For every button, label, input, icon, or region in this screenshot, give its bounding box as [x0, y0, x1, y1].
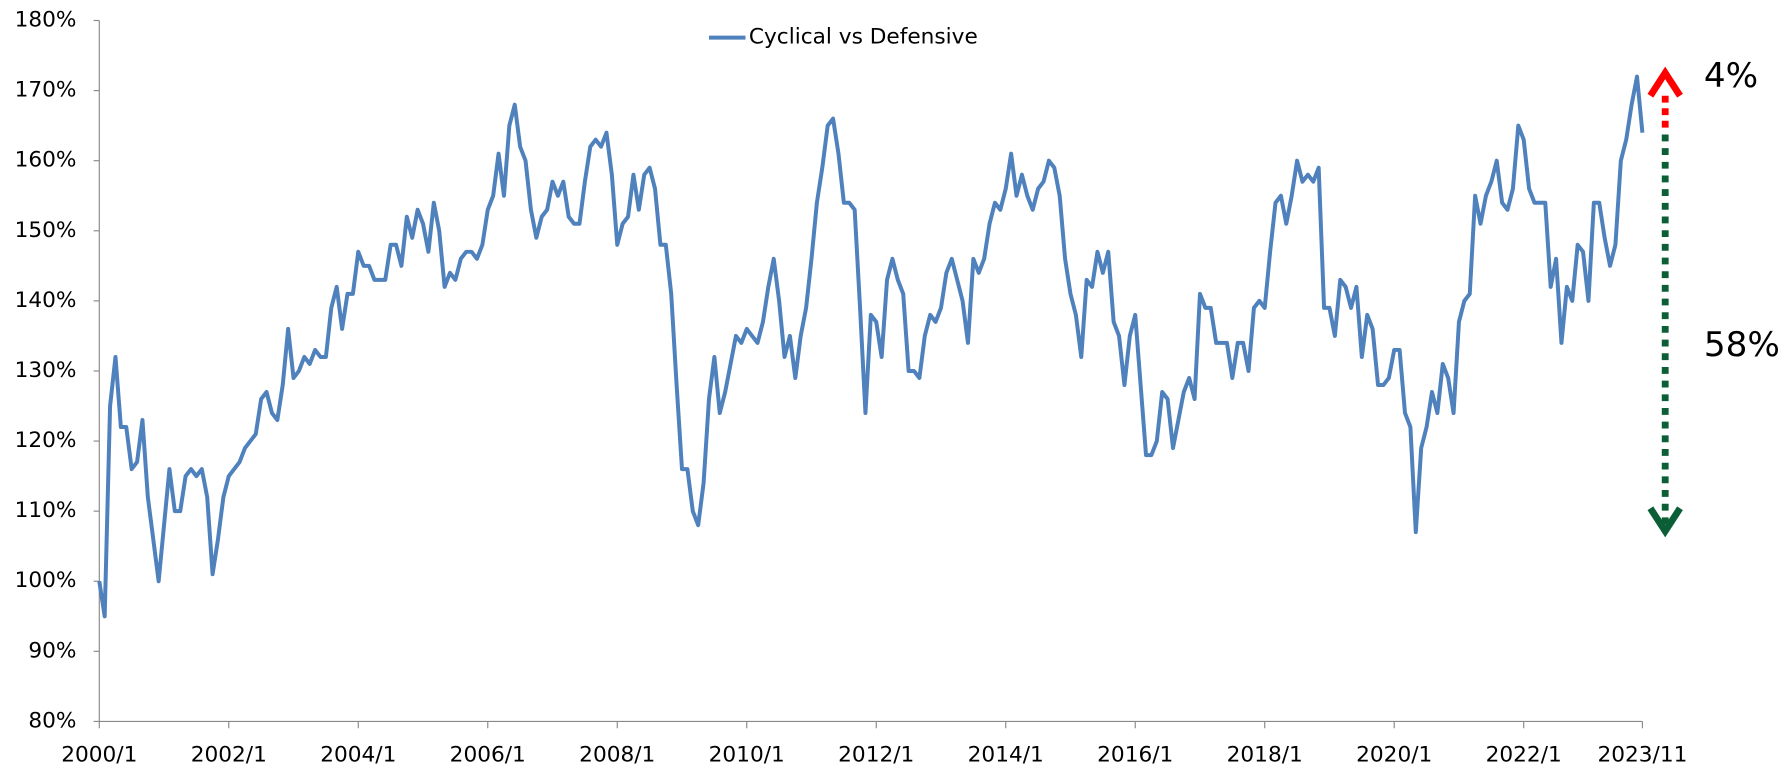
annotation: 58% [1704, 325, 1780, 365]
down-arrow-head [1647, 506, 1683, 538]
y-tick-label: 150% [15, 218, 77, 243]
y-tick-label: 100% [15, 568, 77, 593]
x-tick-label: 2012/1 [838, 743, 914, 767]
y-tick-label: 80% [28, 708, 76, 733]
x-tick-label: 2016/1 [1097, 743, 1173, 767]
x-tick-label: 2022/1 [1486, 743, 1562, 767]
x-tick-label: 2018/1 [1227, 743, 1303, 767]
x-tick-label: 2006/1 [450, 743, 526, 767]
x-tick-label: 2010/1 [709, 743, 785, 767]
x-tick-label: 2004/1 [320, 743, 396, 767]
x-tick-label: 2014/1 [968, 743, 1044, 767]
y-tick-label: 140% [15, 288, 77, 313]
series-line [97, 74, 1645, 619]
annotation: 4% [1704, 56, 1758, 96]
y-tick-label: 160% [15, 148, 77, 173]
y-tick-label: 90% [28, 638, 76, 663]
x-tick-label: 2020/1 [1356, 743, 1432, 767]
y-tick-label: 120% [15, 428, 77, 453]
y-tick-label: 180% [15, 8, 77, 33]
x-tick-label: 2000/1 [61, 743, 137, 767]
y-tick-label: 170% [15, 78, 77, 103]
up-arrow-head [1647, 66, 1683, 98]
x-tick-label: 2023/11 [1597, 743, 1687, 767]
x-tick-label: 2008/1 [579, 743, 655, 767]
y-tick-label: 110% [15, 498, 77, 523]
legend-label: Cyclical vs Defensive [749, 25, 978, 50]
x-tick-label: 2002/1 [191, 743, 267, 767]
y-tick-label: 130% [15, 358, 77, 383]
